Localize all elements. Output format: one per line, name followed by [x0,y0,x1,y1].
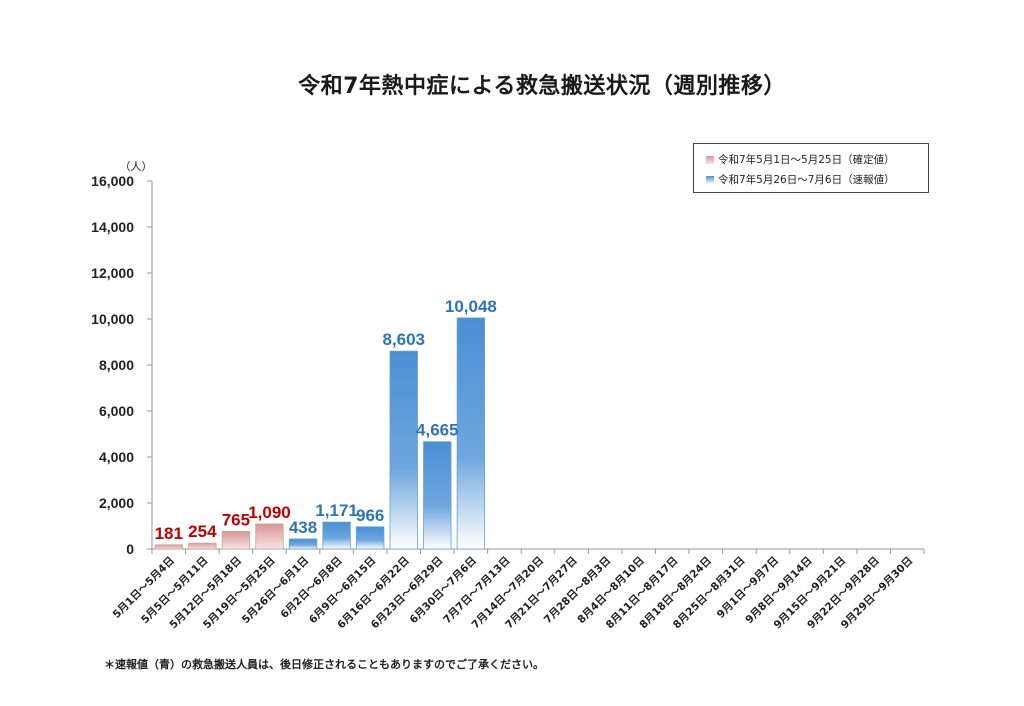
data-label-confirmed: 181 [155,524,183,543]
chart-legend: 令和7年5月1日～5月25日（確定値） 令和7年5月26日～7月6日（速報値） [693,143,929,193]
bar-confirmed [188,542,217,550]
bar-preliminary [322,521,351,550]
bar-preliminary [456,317,486,550]
legend-swatch-confirmed [706,156,714,164]
y-axis-unit-label: （人） [120,160,153,173]
data-label-preliminary: 438 [289,518,317,537]
legend-label-preliminary: 令和7年5月26日～7月6日（速報値） [718,174,895,186]
y-tick-label: 10,000 [91,311,134,327]
footnote: ＊速報値（青）の救急搬送人員は、後日修正されることもありますのでご了承ください。 [104,658,544,671]
data-label-preliminary: 10,048 [445,297,497,316]
bar-preliminary [389,350,418,550]
y-tick-label: 12,000 [91,265,134,281]
x-tick-label: 9月1日～9月7日 [715,555,781,621]
bar-confirmed [255,523,284,550]
y-tick-label: 4,000 [99,449,134,465]
y-tick-label: 6,000 [99,403,134,419]
y-tick-label: 0 [126,541,134,557]
bar-preliminary [288,538,318,550]
data-label-preliminary: 966 [356,506,384,525]
bar-confirmed [154,544,183,550]
bar-confirmed [221,531,251,550]
y-tick-label: 2,000 [99,495,134,511]
data-label-preliminary: 1,171 [315,501,358,520]
y-tick-label: 16,000 [91,173,134,189]
y-tick-label: 14,000 [91,219,134,235]
data-label-confirmed: 765 [222,510,250,529]
data-label-confirmed: 254 [188,522,217,541]
data-label-preliminary: 4,665 [416,421,459,440]
legend-swatch-preliminary [706,176,714,184]
x-tick-label: 5月1日～5月4日 [111,555,177,621]
bar-preliminary [356,526,385,550]
bar-preliminary [423,441,452,550]
legend-item-preliminary: 令和7年5月26日～7月6日（速報値） [706,172,895,187]
legend-label-confirmed: 令和7年5月1日～5月25日（確定値） [718,154,895,166]
x-tick-label: 6月2日～6月8日 [278,555,344,621]
data-label-preliminary: 8,603 [382,330,425,349]
chart-title: 令和7年熱中症による救急搬送状況（週別推移） [298,74,786,99]
data-label-confirmed: 1,090 [248,503,291,522]
y-tick-label: 8,000 [99,357,134,373]
legend-item-confirmed: 令和7年5月1日～5月25日（確定値） [706,152,895,167]
